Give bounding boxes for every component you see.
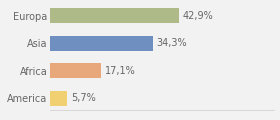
Bar: [50, 36, 153, 51]
Text: 5,7%: 5,7%: [71, 93, 96, 103]
Text: 17,1%: 17,1%: [105, 66, 136, 76]
Bar: [50, 8, 179, 24]
Bar: [50, 63, 101, 78]
Text: 34,3%: 34,3%: [157, 38, 187, 48]
Bar: [50, 90, 67, 106]
Text: 42,9%: 42,9%: [182, 11, 213, 21]
